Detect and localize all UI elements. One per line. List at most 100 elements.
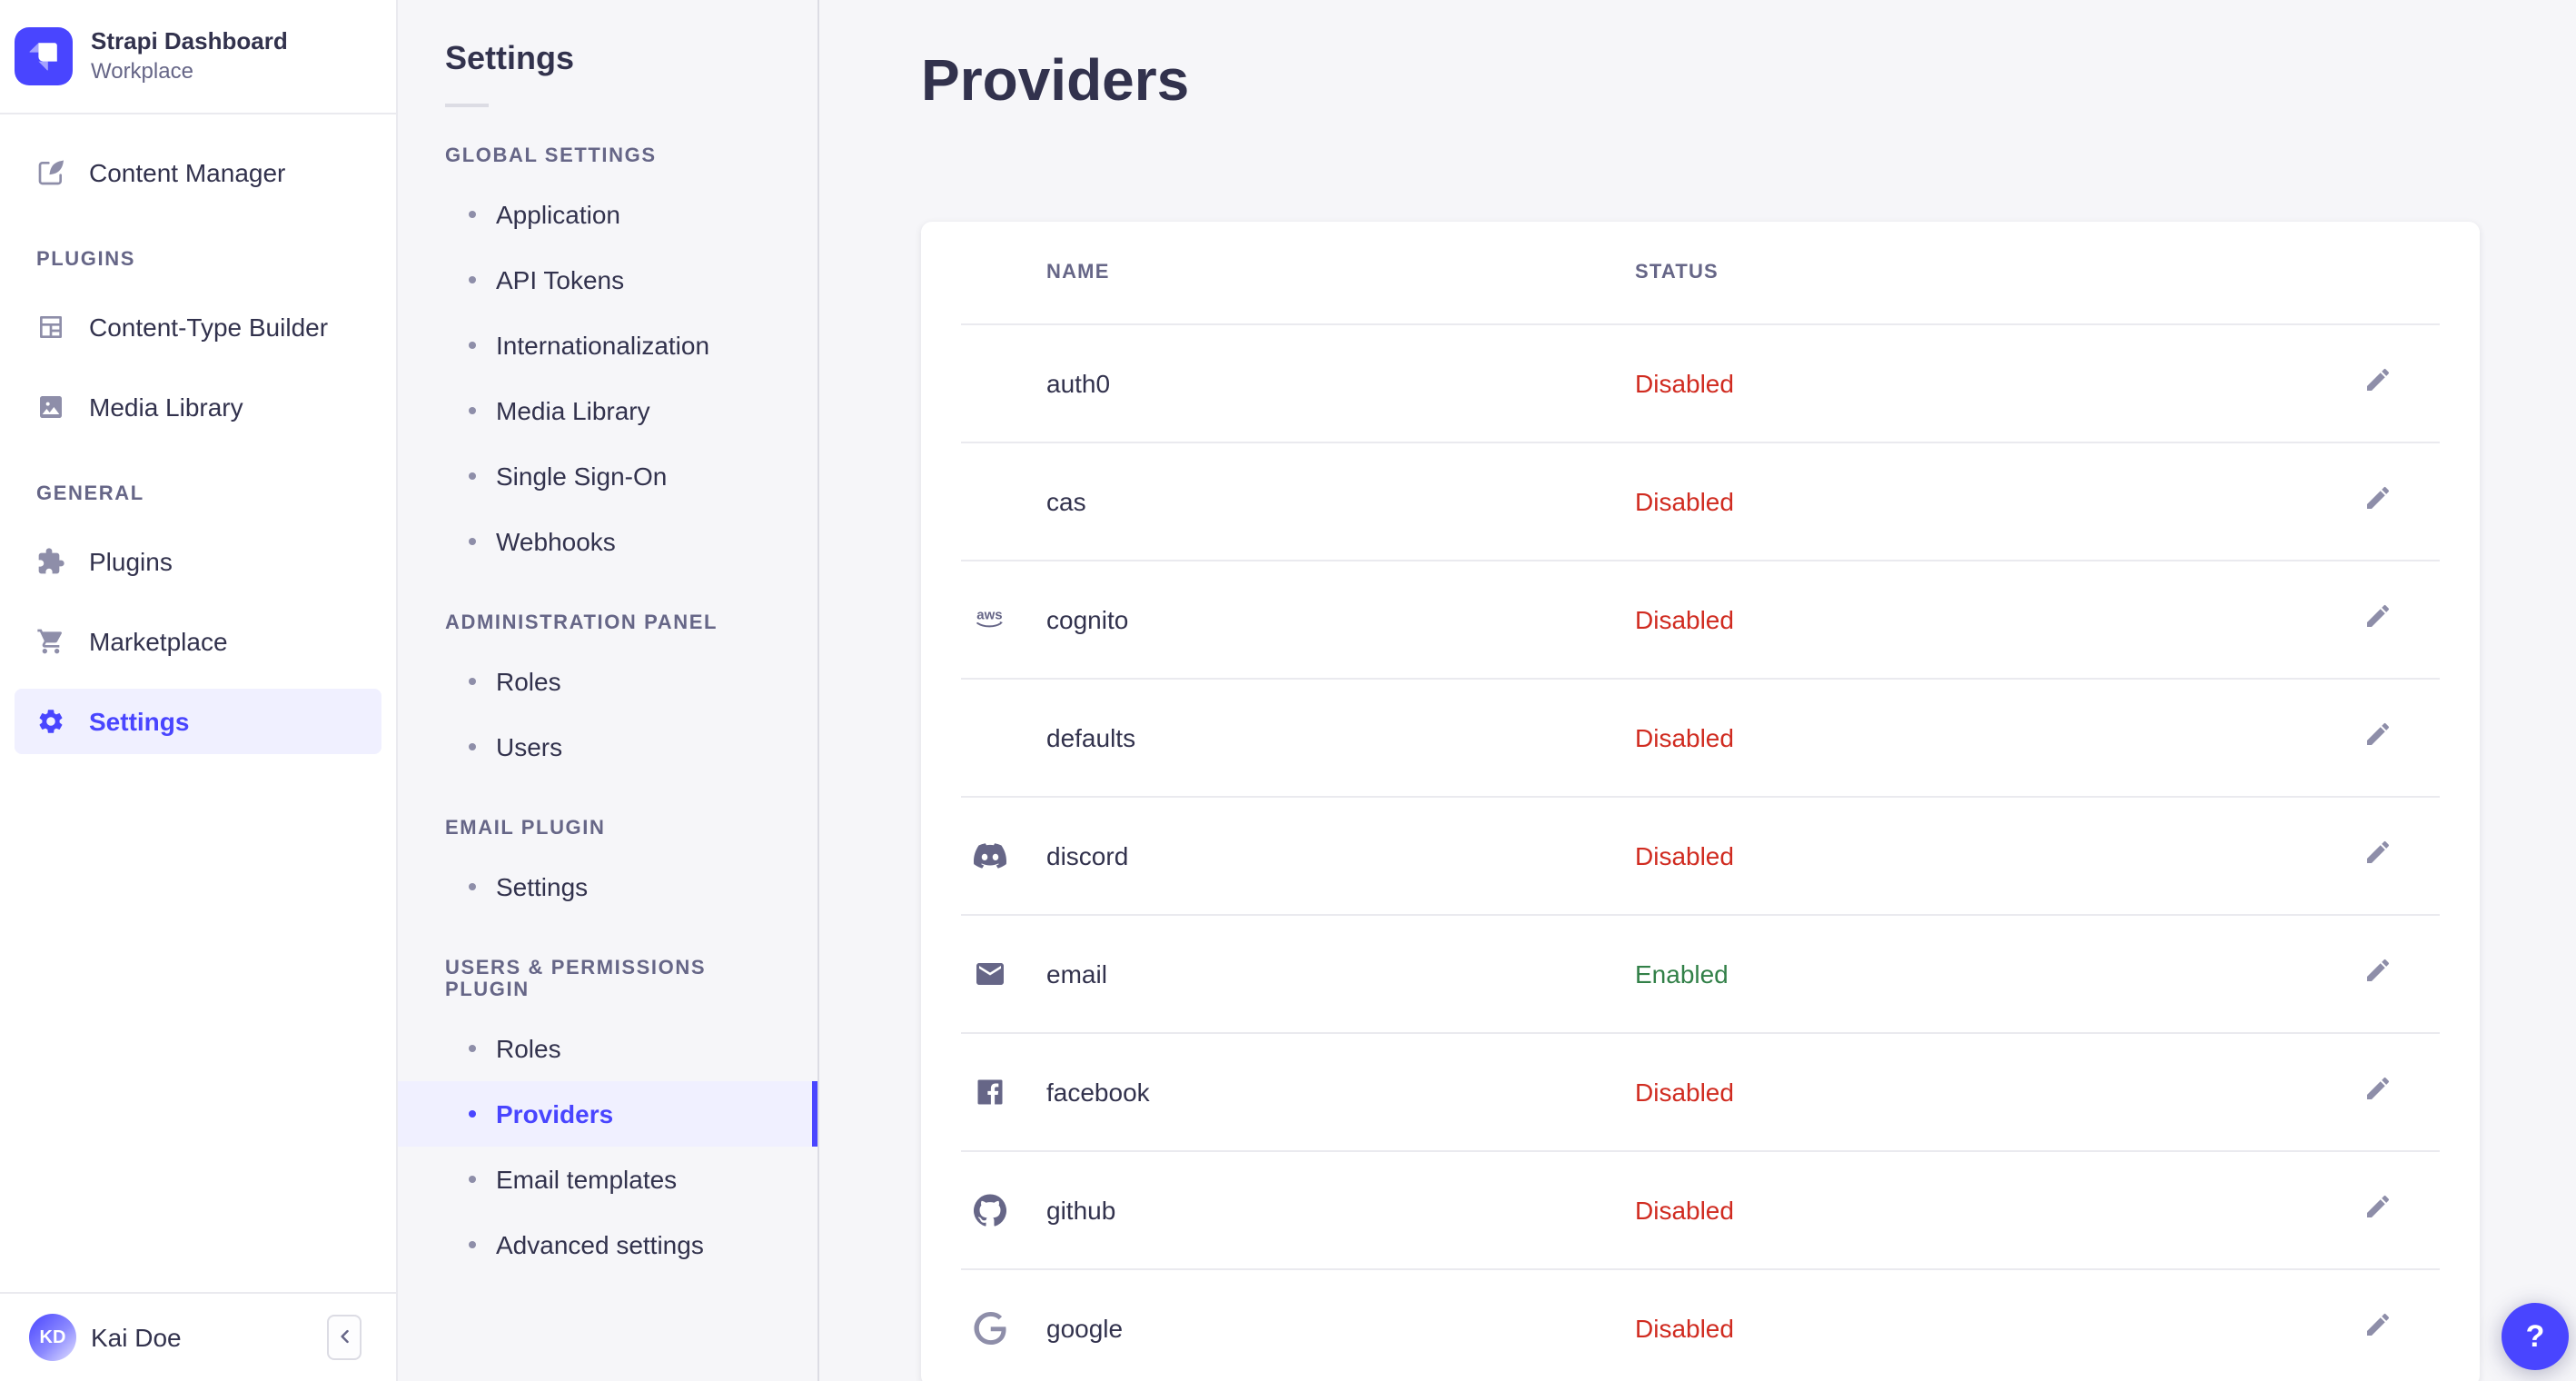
sidebar-item-label: Marketplace xyxy=(89,627,228,656)
sub-nav-header: Settings xyxy=(398,0,817,107)
sidebar-item-content-type-builder[interactable]: Content-Type Builder xyxy=(15,294,381,360)
settings-sub-nav: Settings GLOBAL SETTINGS Application API T… xyxy=(398,0,819,1381)
sidebar-item-plugins[interactable]: Plugins xyxy=(15,529,381,594)
edit-provider-button[interactable] xyxy=(2362,602,2394,635)
subnav-section-users-permissions-plugin: USERS & PERMISSIONS PLUGIN Roles Providers… xyxy=(398,958,817,1277)
aws-icon: aws xyxy=(974,602,1006,635)
subnav-item-label: Settings xyxy=(496,872,589,901)
table-row-google: google Disabled xyxy=(921,1268,2480,1381)
main-nav-footer: KD Kai Doe xyxy=(0,1292,396,1381)
nav-section-label-plugins: PLUGINS xyxy=(36,249,135,271)
content-type-builder-icon xyxy=(36,313,65,342)
discord-icon xyxy=(974,839,1006,871)
sidebar-item-marketplace[interactable]: Marketplace xyxy=(15,609,381,674)
collapse-nav-button[interactable] xyxy=(327,1315,362,1360)
subnav-item-roles[interactable]: Roles xyxy=(398,1016,817,1081)
pencil-icon xyxy=(2363,838,2393,872)
no-icon xyxy=(974,366,1006,399)
subnav-item-media-library[interactable]: Media Library xyxy=(398,378,817,443)
subnav-item-label: Webhooks xyxy=(496,527,616,556)
provider-status: Disabled xyxy=(1635,368,1734,397)
subnav-item-email-templates[interactable]: Email templates xyxy=(398,1147,817,1212)
edit-provider-button[interactable] xyxy=(2362,1193,2394,1226)
chevron-left-icon xyxy=(335,1324,353,1351)
edit-provider-button[interactable] xyxy=(2362,1311,2394,1344)
subnav-item-webhooks[interactable]: Webhooks xyxy=(398,509,817,574)
edit-provider-button[interactable] xyxy=(2362,1075,2394,1108)
subnav-item-label: Roles xyxy=(496,667,561,696)
main-content: Providers NAME STATUS auth0 Disabled cas Di… xyxy=(819,0,2576,1381)
table-header-row: NAME STATUS xyxy=(921,222,2480,323)
help-button[interactable]: ? xyxy=(2502,1303,2569,1370)
pencil-icon xyxy=(2363,1310,2393,1345)
sidebar-item-label: Plugins xyxy=(89,547,173,576)
pencil-icon xyxy=(2363,483,2393,518)
sidebar-item-settings[interactable]: Settings xyxy=(15,689,381,754)
provider-status: Disabled xyxy=(1635,486,1734,515)
provider-status: Disabled xyxy=(1635,1313,1734,1342)
strapi-logo-icon xyxy=(15,27,73,85)
google-icon xyxy=(974,1311,1006,1344)
subnav-item-application[interactable]: Application xyxy=(398,182,817,247)
provider-status: Disabled xyxy=(1635,722,1734,751)
table-row-cas: cas Disabled xyxy=(921,442,2480,560)
provider-name: github xyxy=(1046,1195,1116,1224)
subnav-section-label: USERS & PERMISSIONS PLUGIN xyxy=(445,958,707,1001)
subnav-item-internationalization[interactable]: Internationalization xyxy=(398,313,817,378)
edit-provider-button[interactable] xyxy=(2362,957,2394,989)
edit-provider-button[interactable] xyxy=(2362,366,2394,399)
plugins-icon xyxy=(36,547,65,576)
table-row-discord: discord Disabled xyxy=(921,796,2480,914)
no-icon xyxy=(974,484,1006,517)
sidebar-item-label: Content-Type Builder xyxy=(89,313,329,342)
workspace-subtitle: Workplace xyxy=(91,57,193,84)
edit-provider-button[interactable] xyxy=(2362,839,2394,871)
sub-nav-title: Settings xyxy=(445,40,575,76)
subnav-item-label: Users xyxy=(496,732,563,761)
provider-name: cognito xyxy=(1046,604,1129,633)
pencil-icon xyxy=(2363,365,2393,400)
nav-section-label-general: GENERAL xyxy=(36,483,144,505)
sidebar-item-label: Media Library xyxy=(89,392,243,422)
provider-name: defaults xyxy=(1046,722,1136,751)
pencil-icon xyxy=(2363,1074,2393,1108)
sidebar-item-label: Settings xyxy=(89,707,190,736)
providers-table-card: NAME STATUS auth0 Disabled cas Disabled aws c… xyxy=(921,222,2480,1381)
user-menu[interactable]: KD Kai Doe xyxy=(29,1314,182,1361)
sidebar-item-content-manager[interactable]: Content Manager xyxy=(15,140,381,205)
marketplace-icon xyxy=(36,627,65,656)
provider-status: Disabled xyxy=(1635,1077,1734,1106)
provider-name: cas xyxy=(1046,486,1086,515)
provider-status: Enabled xyxy=(1635,959,1729,988)
table-row-cognito: aws cognito Disabled xyxy=(921,560,2480,678)
edit-provider-button[interactable] xyxy=(2362,484,2394,517)
subnav-item-users[interactable]: Users xyxy=(398,714,817,780)
subnav-item-api-tokens[interactable]: API Tokens xyxy=(398,247,817,313)
subnav-item-single-sign-on[interactable]: Single Sign-On xyxy=(398,443,817,509)
subnav-item-label: Providers xyxy=(496,1099,614,1128)
subnav-item-providers[interactable]: Providers xyxy=(398,1081,817,1147)
subnav-item-advanced-settings[interactable]: Advanced settings xyxy=(398,1212,817,1277)
no-icon xyxy=(974,720,1006,753)
user-name: Kai Doe xyxy=(91,1323,182,1352)
edit-provider-button[interactable] xyxy=(2362,720,2394,753)
table-row-auth0: auth0 Disabled xyxy=(921,323,2480,442)
sidebar-item-media-library[interactable]: Media Library xyxy=(15,374,381,440)
subnav-item-label: Single Sign-On xyxy=(496,462,668,491)
sidebar-item-label: Content Manager xyxy=(89,158,286,187)
main-nav-menu: Content Manager PLUGINS Content-Type Build… xyxy=(0,114,396,1292)
settings-icon xyxy=(36,707,65,736)
provider-status: Disabled xyxy=(1635,1195,1734,1224)
main-nav: Strapi Dashboard Workplace Content Manag… xyxy=(0,0,398,1381)
workspace-switcher[interactable]: Strapi Dashboard Workplace xyxy=(0,0,396,114)
subnav-item-label: API Tokens xyxy=(496,265,625,294)
subnav-section-label: GLOBAL SETTINGS xyxy=(445,145,657,167)
subnav-item-settings[interactable]: Settings xyxy=(398,854,817,919)
subnav-section-administration-panel: ADMINISTRATION PANEL Roles Users xyxy=(398,612,817,780)
subnav-item-label: Internationalization xyxy=(496,331,710,360)
subnav-section-label: ADMINISTRATION PANEL xyxy=(445,612,718,634)
subnav-item-label: Application xyxy=(496,200,620,229)
table-row-defaults: defaults Disabled xyxy=(921,678,2480,796)
subnav-item-roles[interactable]: Roles xyxy=(398,649,817,714)
